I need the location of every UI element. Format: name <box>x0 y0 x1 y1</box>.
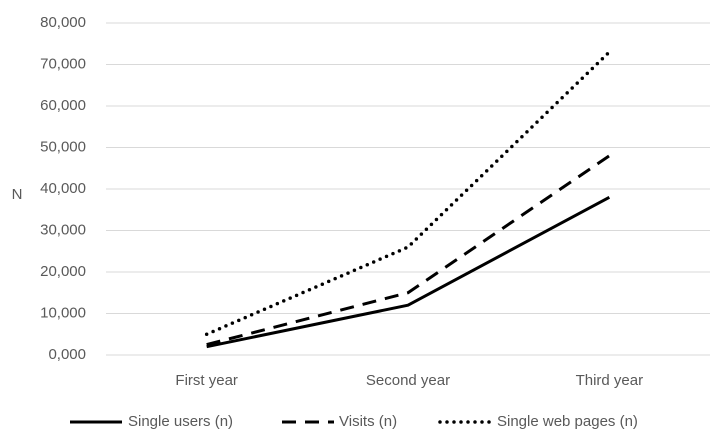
legend-label: Visits (n) <box>339 413 397 430</box>
series-line <box>204 50 612 336</box>
x-tick-label: Third year <box>576 372 644 389</box>
legend: Single users (n) Visits (n) Single web pag… <box>70 413 638 430</box>
x-axis-ticks: First year Second year Third year <box>175 372 643 389</box>
y-tick-label: 50,000 <box>40 138 86 155</box>
gridlines <box>106 22 710 356</box>
y-axis-ticks: 0,000 10,000 20,000 30,000 40,000 50,000 60,00… <box>40 14 86 363</box>
y-tick-label: 40,000 <box>40 180 86 197</box>
series-lines <box>204 50 612 349</box>
y-axis-label: N <box>12 186 23 203</box>
series-line <box>206 154 611 347</box>
y-tick-label: 70,000 <box>40 55 86 72</box>
y-tick-label: 20,000 <box>40 263 86 280</box>
x-tick-label: Second year <box>366 372 450 389</box>
series-line <box>206 195 611 349</box>
y-tick-label: 60,000 <box>40 97 86 114</box>
legend-label: Single web pages (n) <box>497 413 638 430</box>
y-tick-label: 0,000 <box>48 346 86 363</box>
legend-label: Single users (n) <box>128 413 233 430</box>
x-tick-label: First year <box>175 372 238 389</box>
y-tick-label: 10,000 <box>40 304 86 321</box>
y-tick-label: 80,000 <box>40 14 86 31</box>
y-tick-label: 30,000 <box>40 221 86 238</box>
